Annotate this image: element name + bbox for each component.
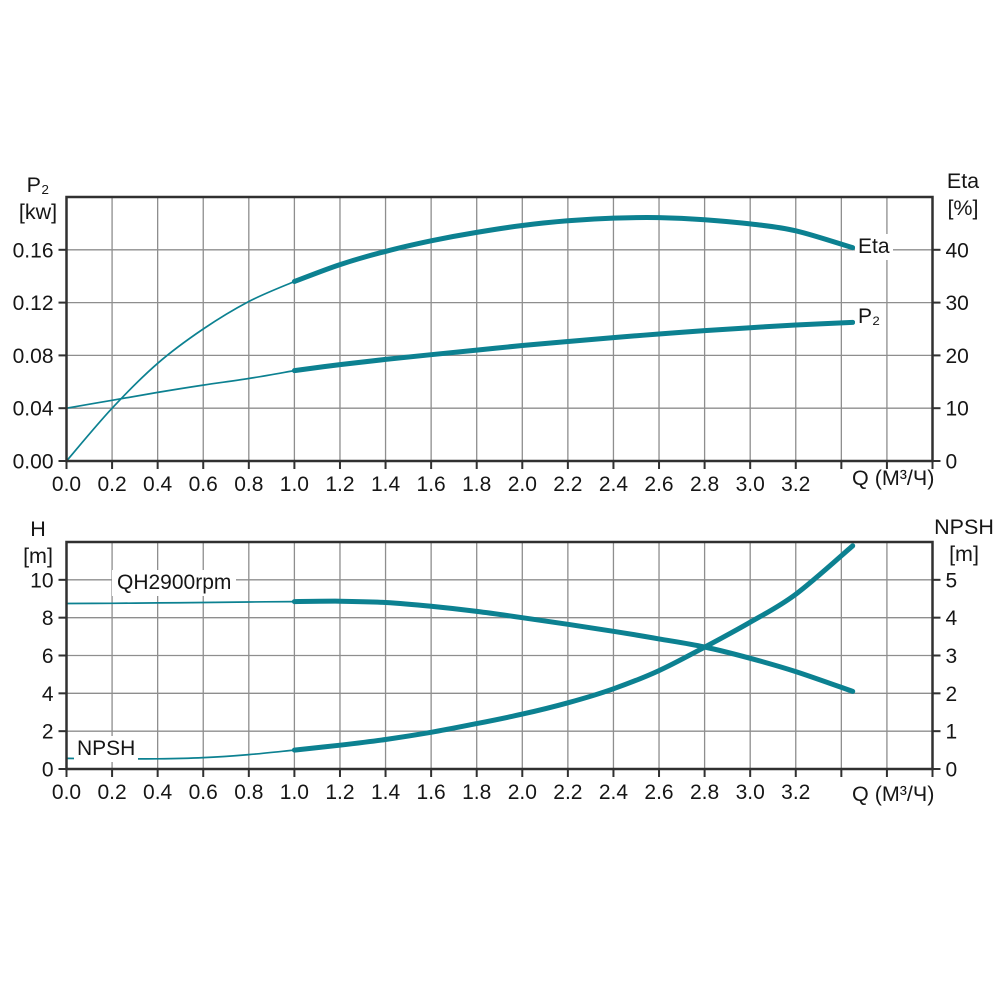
- efficiency-axis-title: Eta [%]: [931, 168, 995, 222]
- npsh-axis-title: NPSH [m]: [928, 514, 1000, 568]
- p2-curve: [291, 319, 856, 374]
- x-tick-label: 0.0: [52, 781, 81, 804]
- npsh-curve-label: NPSH: [74, 736, 139, 762]
- x-tick-label: 0.4: [143, 781, 173, 804]
- left-tick-label: 4: [42, 683, 54, 706]
- x-tick-label: 1.2: [325, 473, 354, 496]
- x-tick-label: 1.8: [462, 473, 491, 496]
- p2-curve-label: P₂: [855, 304, 884, 330]
- right-tick-label: 20: [946, 345, 969, 368]
- x-tick-label: 1.4: [371, 781, 401, 804]
- right-tick-label: 0: [946, 759, 958, 782]
- npsh-curve: [291, 543, 856, 753]
- left-tick-label: 2: [42, 721, 54, 744]
- plot-border: [65, 195, 934, 463]
- x-tick-label: 2.2: [553, 473, 582, 496]
- x-tick-label: 3.2: [781, 781, 810, 804]
- right-tick-label: 10: [946, 398, 969, 421]
- x-tick-label: 1.2: [325, 781, 354, 804]
- left-tick-label: 10: [30, 569, 53, 592]
- x-tick-label: 0.6: [189, 781, 218, 804]
- right-tick-label: 3: [946, 645, 958, 668]
- left-tick-label: 0: [42, 759, 54, 782]
- eta-curve-label: Eta: [855, 234, 893, 260]
- x-tick-label: 2.8: [690, 781, 719, 804]
- x-tick-label: 2.2: [553, 781, 582, 804]
- x-tick-label: 1.4: [371, 473, 401, 496]
- x-tick-label: 0.2: [97, 781, 126, 804]
- flow-axis-label-top: Q (М³/Ч): [852, 466, 935, 490]
- x-tick-label: 2.8: [690, 473, 719, 496]
- x-tick-label: 2.4: [599, 473, 629, 496]
- left-tick-label: 6: [42, 645, 54, 668]
- x-tick-label: 3.2: [781, 473, 810, 496]
- x-tick-label: 1.8: [462, 781, 491, 804]
- flow-axis-label-bottom: Q (М³/Ч): [852, 782, 935, 806]
- power-axis-symbol: P₂: [26, 173, 50, 197]
- x-tick-label: 0.4: [143, 473, 173, 496]
- qh-curve-label: QH2900rpm: [112, 570, 237, 596]
- left-tick-label: 8: [42, 607, 54, 630]
- left-tick-label: 0.16: [13, 239, 54, 262]
- x-tick-label: 2.0: [508, 473, 537, 496]
- head-axis-symbol: H: [30, 517, 46, 541]
- right-tick-label: 2: [946, 683, 958, 706]
- x-tick-label: 1.6: [417, 781, 446, 804]
- head-axis-unit: [m]: [23, 544, 53, 568]
- left-tick-label: 0.00: [13, 451, 54, 474]
- x-tick-label: 0.2: [97, 473, 126, 496]
- eta-curve-thin: [65, 280, 295, 462]
- left-tick-label: 0.08: [13, 345, 54, 368]
- x-tick-label: 1.0: [280, 781, 309, 804]
- x-tick-label: 1.6: [417, 473, 446, 496]
- x-tick-label: 0.6: [189, 473, 218, 496]
- x-tick-label: 2.6: [644, 781, 673, 804]
- npsh-axis-symbol: NPSH: [934, 515, 994, 539]
- right-tick-label: 40: [946, 239, 969, 262]
- qh-curve-thin: [66, 600, 295, 605]
- x-tick-label: 0.8: [234, 473, 263, 496]
- npsh-axis-unit: [m]: [949, 542, 979, 566]
- x-tick-label: 1.0: [280, 473, 309, 496]
- qh-curve: [291, 598, 856, 694]
- right-tick-label: 1: [946, 721, 958, 744]
- x-tick-label: 0.8: [234, 781, 263, 804]
- x-tick-label: 2.4: [599, 781, 629, 804]
- x-tick-label: 2.0: [508, 781, 537, 804]
- x-tick-label: 2.6: [644, 473, 673, 496]
- power-axis-unit: [kw]: [18, 200, 58, 224]
- x-tick-label: 3.0: [736, 473, 765, 496]
- x-tick-label: 3.0: [736, 781, 765, 804]
- right-tick-label: 5: [946, 569, 958, 592]
- power-axis-title: P₂ [kw]: [6, 172, 70, 226]
- right-tick-label: 30: [946, 292, 969, 315]
- efficiency-axis-unit: [%]: [947, 196, 979, 220]
- left-tick-label: 0.12: [13, 292, 54, 315]
- x-tick-label: 0.0: [52, 473, 81, 496]
- left-tick-label: 0.04: [13, 398, 54, 421]
- eta-curve: [291, 214, 856, 284]
- efficiency-axis-symbol: Eta: [946, 169, 980, 193]
- head-axis-title: H [m]: [8, 516, 68, 570]
- right-tick-label: 4: [946, 607, 958, 630]
- right-tick-label: 0: [946, 451, 958, 474]
- p2-curve-thin: [66, 369, 295, 410]
